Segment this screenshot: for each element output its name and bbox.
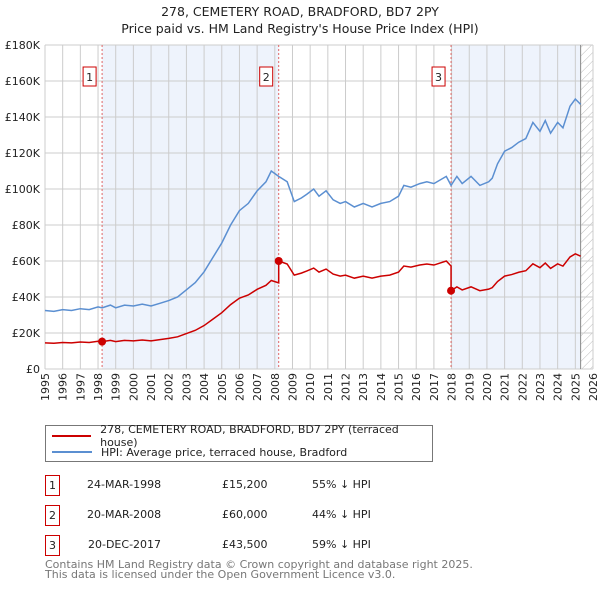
x-tick-label: 2024 (552, 373, 565, 401)
x-tick-label: 2021 (499, 373, 512, 401)
y-tick-label: £140K (5, 111, 41, 124)
sale-label-text: 2 (263, 71, 270, 84)
x-tick-label: 2022 (516, 373, 529, 401)
x-tick-label: 2005 (216, 373, 229, 401)
sale-label-box: 3 (431, 66, 446, 87)
y-tick-label: £100K (5, 183, 41, 196)
legend-swatch-property (52, 435, 92, 437)
legend-label-hpi: HPI: Average price, terraced house, Brad… (101, 445, 348, 459)
sale-label-text: 3 (435, 71, 442, 84)
x-tick-label: 2009 (286, 373, 299, 401)
sale-point (447, 286, 456, 295)
x-tick-label: 2017 (428, 373, 441, 401)
x-tick-label: 2003 (180, 373, 193, 401)
sale-date: 24-MAR-1998 (87, 478, 162, 491)
legend-item-hpi: HPI: Average price, terraced house, Brad… (52, 444, 347, 460)
footer-copyright: Contains HM Land Registry data © Crown c… (45, 558, 473, 571)
x-tick-label: 2004 (198, 373, 211, 401)
x-tick-label: 1998 (92, 373, 105, 401)
x-tick-label: 2018 (446, 373, 459, 401)
sale-label-box: 1 (82, 66, 97, 87)
x-tick-label: 2000 (127, 373, 140, 401)
sale-label-rect (259, 66, 274, 87)
sale-label-rect (82, 66, 97, 87)
x-tick-label: 2008 (269, 373, 282, 401)
sale-hpi-delta: 55% ↓ HPI (312, 478, 371, 491)
y-tick-label: £0 (26, 363, 40, 376)
x-tick-label: 1995 (39, 373, 52, 401)
y-tick-label: £60K (12, 255, 41, 268)
sale-marker-badge: 2 (45, 505, 60, 526)
sale-date: 20-MAR-2008 (87, 508, 162, 521)
chart-plot: 1995 1996 1997 1998 1999 2000 2001 2002 2003 2004… (5, 39, 600, 401)
x-tick-label: 2002 (163, 373, 176, 401)
y-tick-label: £20K (12, 327, 41, 340)
x-tick-label: 2014 (375, 373, 388, 401)
sale-label-text: 1 (86, 71, 93, 84)
x-tick-label: 2011 (322, 373, 335, 401)
sale-marker-badge: 1 (45, 475, 60, 496)
legend-item-property: 278, CEMETERY ROAD, BRADFORD, BD7 2PY (t… (52, 423, 432, 449)
chart-title: 278, CEMETERY ROAD, BRADFORD, BD7 2PY (161, 4, 439, 19)
sale-date: 20-DEC-2017 (88, 538, 162, 551)
x-tick-label: 1999 (110, 373, 123, 401)
x-tick-label: 2010 (304, 373, 317, 401)
ownership-shade-2 (451, 45, 581, 369)
x-tick-label: 2016 (410, 373, 423, 401)
x-tick-label: 2007 (251, 373, 264, 401)
sale-price: £15,200 (222, 478, 268, 491)
x-tick-label: 2026 (587, 373, 600, 401)
y-tick-label: £180K (5, 39, 41, 52)
future-hatch (580, 45, 593, 369)
sale-point (274, 257, 283, 265)
sale-hpi-delta: 44% ↓ HPI (312, 508, 371, 521)
x-tick-label: 2020 (481, 373, 494, 401)
x-tick-label: 2001 (145, 373, 158, 401)
sale-price: £43,500 (222, 538, 268, 551)
legend: 278, CEMETERY ROAD, BRADFORD, BD7 2PY (t… (45, 423, 433, 462)
sale-point (98, 337, 107, 346)
y-tick-label: £160K (5, 75, 41, 88)
x-tick-label: 2025 (569, 373, 582, 401)
y-tick-label: £120K (5, 147, 41, 160)
x-tick-label: 2023 (534, 373, 547, 401)
y-tick-label: £40K (12, 291, 41, 304)
chart-subtitle: Price paid vs. HM Land Registry's House … (121, 21, 479, 36)
x-tick-label: 2006 (233, 373, 246, 401)
y-tick-label: £80K (12, 219, 41, 232)
sale-hpi-delta: 59% ↓ HPI (312, 538, 371, 551)
x-tick-label: 2012 (340, 373, 353, 401)
x-tick-label: 2019 (463, 373, 476, 401)
x-tick-label: 1996 (57, 373, 70, 401)
footer-licence: This data is licensed under the Open Gov… (45, 568, 396, 581)
sale-label-rect (431, 66, 446, 87)
x-tick-label: 2015 (393, 373, 406, 401)
legend-swatch-hpi (52, 451, 92, 453)
property-line (44, 253, 581, 345)
x-tick-label: 2013 (357, 373, 370, 401)
ownership-shade-1 (102, 45, 279, 369)
legend-label-property: 278, CEMETERY ROAD, BRADFORD, BD7 2PY (t… (100, 423, 399, 449)
x-tick-label: 1997 (74, 373, 87, 401)
footer-attribution: Contains HM Land Registry data © Crown c… (45, 558, 473, 581)
hpi-line (44, 97, 582, 313)
sale-marker-badge: 3 (45, 535, 60, 556)
sale-label-box: 2 (259, 66, 274, 87)
sale-price: £60,000 (222, 508, 268, 521)
